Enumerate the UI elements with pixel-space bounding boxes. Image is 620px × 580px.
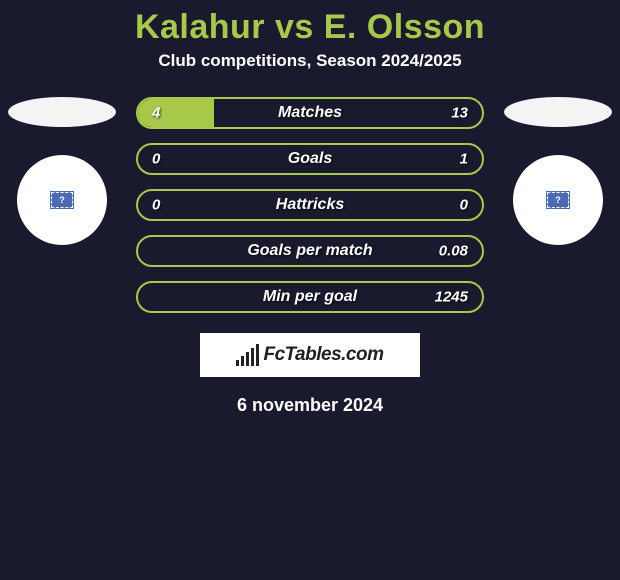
stat-label: Goals per match — [247, 242, 372, 260]
club-badge-left — [17, 155, 107, 245]
stat-label: Min per goal — [263, 288, 357, 306]
stat-label: Goals — [288, 150, 332, 168]
stat-value-left: 4 — [152, 105, 160, 122]
player-right-column — [502, 97, 614, 245]
stat-bar: 4 Matches 13 — [136, 97, 484, 129]
brand-attribution[interactable]: FcTables.com — [200, 333, 420, 377]
stat-value-right: 1245 — [435, 289, 468, 306]
flag-right-icon — [504, 97, 612, 127]
placeholder-image-icon — [547, 192, 569, 208]
stat-label: Hattricks — [276, 196, 344, 214]
stat-value-right: 0 — [460, 197, 468, 214]
stat-bar: 0 Goals 1 — [136, 143, 484, 175]
player-left-column — [6, 97, 118, 245]
comparison-widget: Kalahur vs E. Olsson Club competitions, … — [0, 0, 620, 416]
bar-chart-icon — [236, 344, 259, 366]
page-subtitle: Club competitions, Season 2024/2025 — [0, 51, 620, 71]
placeholder-image-icon — [51, 192, 73, 208]
stat-value-right: 1 — [460, 151, 468, 168]
stat-bar: Min per goal 1245 — [136, 281, 484, 313]
stat-bar: 0 Hattricks 0 — [136, 189, 484, 221]
flag-left-icon — [8, 97, 116, 127]
stat-bar: Goals per match 0.08 — [136, 235, 484, 267]
stat-value-left: 0 — [152, 151, 160, 168]
stat-fill-left — [138, 99, 214, 127]
stats-column: 4 Matches 13 0 Goals 1 0 Hattricks 0 Goals per ma… — [136, 97, 484, 313]
stat-label: Matches — [278, 104, 342, 122]
main-row: 4 Matches 13 0 Goals 1 0 Hattricks 0 Goals per ma… — [0, 97, 620, 313]
stat-value-right: 0.08 — [439, 243, 468, 260]
stat-value-right: 13 — [451, 105, 468, 122]
date-label: 6 november 2024 — [0, 395, 620, 416]
brand-text: FcTables.com — [263, 344, 383, 366]
club-badge-right — [513, 155, 603, 245]
page-title: Kalahur vs E. Olsson — [0, 8, 620, 47]
stat-value-left: 0 — [152, 197, 160, 214]
